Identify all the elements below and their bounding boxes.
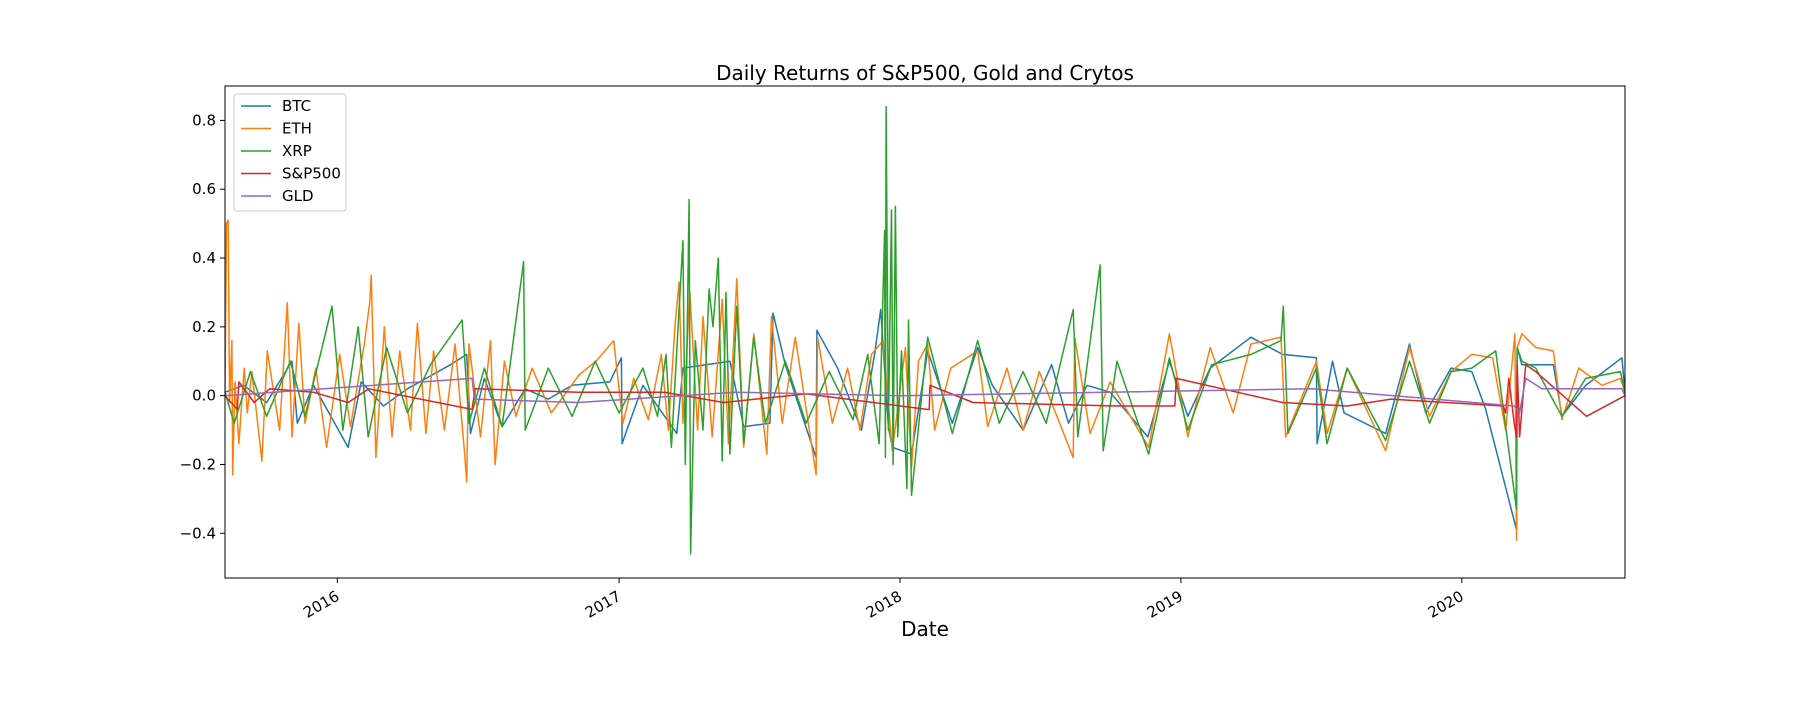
y-tick-label: 0.8	[192, 111, 216, 129]
series-line-gld	[225, 377, 1625, 414]
series-line-eth	[225, 219, 1625, 541]
plot-frame	[224, 85, 1626, 579]
y-tick-label: 0.6	[192, 180, 216, 198]
y-tick-label: 0.0	[192, 387, 216, 405]
legend-label: GLD	[282, 187, 314, 205]
x-axis-label: Date	[901, 617, 949, 641]
y-tick-label: −0.2	[180, 455, 216, 473]
series-layer	[225, 105, 1625, 555]
y-tick-label: 0.4	[192, 249, 216, 267]
y-tick-label: −0.4	[180, 524, 216, 542]
series-line-s-p500	[225, 363, 1625, 438]
y-axis: −0.4 −0.2 0.0 0.2 0.4 0.6 0.8	[180, 111, 225, 542]
legend-label: XRP	[282, 142, 312, 160]
legend-label: S&P500	[282, 165, 341, 183]
legend-frame	[233, 93, 347, 212]
chart-title: Daily Returns of S&P500, Gold and Crytos	[716, 61, 1134, 85]
legend: BTC ETH XRP S&P500 GLD	[233, 93, 347, 212]
legend-label: BTC	[282, 97, 311, 115]
y-tick-label: 0.2	[192, 318, 216, 336]
legend-label: ETH	[282, 120, 312, 138]
series-line-xrp	[225, 105, 1625, 555]
